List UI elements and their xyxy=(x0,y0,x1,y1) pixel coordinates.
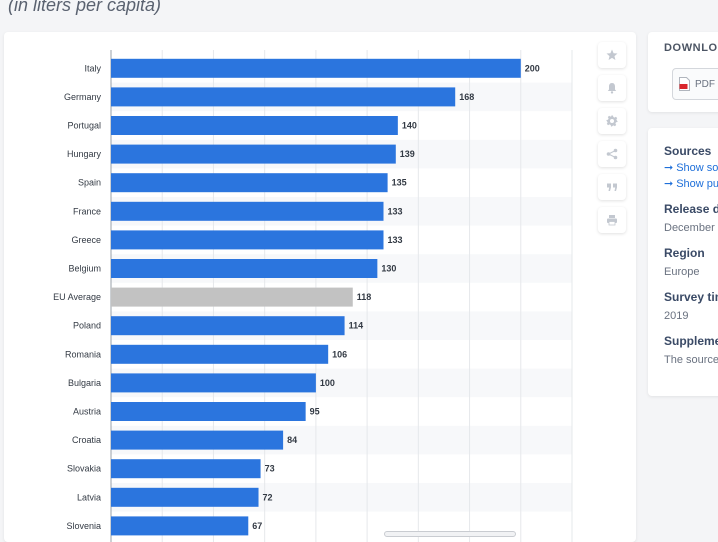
bar-poland[interactable] xyxy=(111,316,345,336)
chart-subtitle: (in liters per capita) xyxy=(8,0,162,15)
supplementary-notes-value: The source does not provide further info… xyxy=(664,354,718,366)
bar-germany[interactable] xyxy=(111,87,456,107)
category-label: EU Average xyxy=(53,292,101,302)
pdf-file-icon xyxy=(679,77,690,91)
arrow-right-icon: ➞ xyxy=(664,162,674,174)
bar-romania[interactable] xyxy=(111,344,329,364)
bar-greece[interactable] xyxy=(111,230,384,250)
bar-italy[interactable] xyxy=(111,58,521,78)
value-label: 118 xyxy=(357,292,372,302)
show-publisher-label: Show publisher information xyxy=(676,177,718,190)
bell-icon xyxy=(607,83,617,94)
value-label: 139 xyxy=(400,149,415,159)
release-date-value: December 2020 xyxy=(664,222,718,234)
printer-icon xyxy=(607,215,617,226)
category-label: Slovenia xyxy=(66,521,101,531)
value-label: 135 xyxy=(392,178,407,188)
favorite-button[interactable] xyxy=(598,42,626,68)
bar-spain[interactable] xyxy=(111,173,388,193)
category-label: Hungary xyxy=(67,149,102,159)
notification-button[interactable] xyxy=(598,75,626,101)
chart-toolbar xyxy=(598,42,626,240)
download-title: DOWNLOAD xyxy=(664,42,718,54)
bar-portugal[interactable] xyxy=(111,116,398,135)
value-label: 73 xyxy=(265,464,275,474)
show-publisher-link[interactable]: ➞ Show publisher information xyxy=(664,177,718,191)
bar-eu-average[interactable] xyxy=(111,287,353,307)
statistic-info-panel: Sources ➞ Show sources information ➞ Sho… xyxy=(648,128,718,396)
bar-croatia[interactable] xyxy=(111,430,284,450)
category-label: Portugal xyxy=(67,121,101,131)
category-label: Belgium xyxy=(68,264,101,274)
star-icon xyxy=(606,49,618,60)
bar-slovakia[interactable] xyxy=(111,459,261,479)
category-label: Italy xyxy=(84,63,101,73)
bar-latvia[interactable] xyxy=(111,487,259,507)
bar-bulgaria[interactable] xyxy=(111,373,316,393)
category-label: Greece xyxy=(71,235,101,245)
value-label: 140 xyxy=(402,121,417,131)
region-heading: Region xyxy=(664,246,705,260)
survey-period-value: 2019 xyxy=(664,310,689,322)
category-label: Croatia xyxy=(72,435,101,445)
pdf-download-button[interactable]: PDF xyxy=(672,68,718,100)
category-label: Bulgaria xyxy=(68,378,101,388)
arrow-right-icon: ➞ xyxy=(664,178,674,190)
gear-icon xyxy=(606,115,618,127)
release-date-heading: Release date xyxy=(664,202,718,216)
bar-belgium[interactable] xyxy=(111,259,378,278)
share-button[interactable] xyxy=(598,141,626,167)
category-label: Germany xyxy=(64,92,102,102)
bar-austria[interactable] xyxy=(111,402,306,421)
category-label: Spain xyxy=(78,178,101,188)
value-label: 106 xyxy=(332,349,347,359)
show-sources-label: Show sources information xyxy=(676,161,718,174)
category-label: Slovakia xyxy=(67,464,101,474)
supplementary-notes-heading: Supplementary notes xyxy=(664,334,718,348)
chart-card: Italy 200 Germany 168 Portugal 140 Hungary 139 S… xyxy=(4,32,636,542)
share-icon xyxy=(606,148,618,160)
category-label: Latvia xyxy=(77,492,101,502)
value-label: 168 xyxy=(459,92,474,102)
value-label: 133 xyxy=(388,206,403,216)
horizontal-scrollbar[interactable] xyxy=(384,531,516,537)
bar-chart: Italy 200 Germany 168 Portugal 140 Hungary 139 S… xyxy=(53,50,573,542)
value-label: 84 xyxy=(287,435,297,445)
category-label: Poland xyxy=(73,321,101,331)
value-label: 100 xyxy=(320,378,335,388)
settings-button[interactable] xyxy=(598,108,626,134)
category-label: Austria xyxy=(73,407,101,417)
value-label: 133 xyxy=(388,235,403,245)
category-label: France xyxy=(73,206,101,216)
value-label: 72 xyxy=(263,492,273,502)
print-button[interactable] xyxy=(598,207,626,233)
citation-button[interactable] xyxy=(598,174,626,200)
download-panel: DOWNLOAD PDF xyxy=(648,32,718,112)
quote-icon xyxy=(607,183,617,191)
value-label: 67 xyxy=(252,521,262,531)
region-value: Europe xyxy=(664,266,700,278)
bar-slovenia[interactable] xyxy=(111,516,249,536)
value-label: 200 xyxy=(525,63,540,73)
value-label: 114 xyxy=(349,321,364,331)
value-label: 95 xyxy=(310,407,320,417)
show-sources-link[interactable]: ➞ Show sources information xyxy=(664,161,718,175)
sources-heading: Sources xyxy=(664,144,712,158)
bar-hungary[interactable] xyxy=(111,144,396,164)
value-label: 130 xyxy=(381,264,396,274)
category-label: Romania xyxy=(65,349,101,359)
bar-france[interactable] xyxy=(111,201,384,221)
survey-period-heading: Survey time period xyxy=(664,290,718,304)
pdf-label: PDF xyxy=(695,78,715,90)
